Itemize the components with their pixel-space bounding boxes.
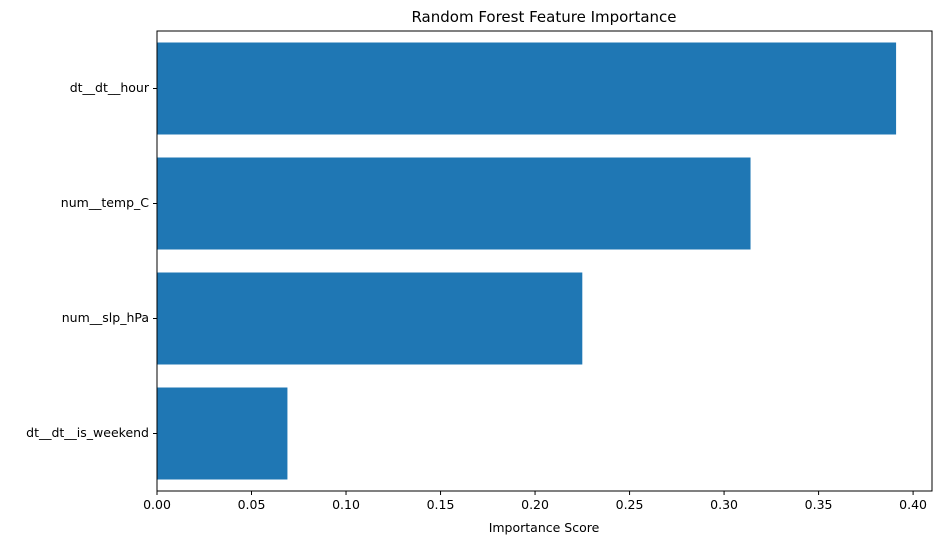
bars-group [157, 42, 897, 480]
x-tick-label: 0.10 [332, 497, 360, 512]
x-tick-label: 0.30 [710, 497, 738, 512]
y-axis-ticks: dt__dt__hour num__temp_C num__slp_hPa dt__d… [26, 80, 157, 440]
bar-dt__dt__hour [157, 42, 897, 135]
y-tick-label: dt__dt__hour [70, 80, 150, 95]
bar-num__slp_hPa [157, 272, 583, 365]
x-axis-ticks: 0.00 0.05 0.10 0.15 0.20 0.25 0.30 0.35 0.40 [143, 491, 927, 512]
x-tick-label: 0.00 [143, 497, 171, 512]
plot-frame [156, 30, 933, 492]
chart-title: Random Forest Feature Importance [411, 8, 676, 26]
y-tick-label: num__slp_hPa [62, 310, 149, 325]
bar-num__temp_C [157, 157, 751, 250]
y-tick-label: dt__dt__is_weekend [26, 425, 149, 440]
x-tick-label: 0.25 [616, 497, 644, 512]
x-tick-label: 0.40 [899, 497, 927, 512]
x-axis-label: Importance Score [489, 520, 600, 535]
y-tick-label: num__temp_C [61, 195, 149, 210]
x-tick-label: 0.35 [805, 497, 833, 512]
x-tick-label: 0.05 [238, 497, 266, 512]
bar-dt__dt__is_weekend [157, 387, 288, 480]
x-tick-label: 0.20 [521, 497, 549, 512]
x-tick-label: 0.15 [427, 497, 455, 512]
